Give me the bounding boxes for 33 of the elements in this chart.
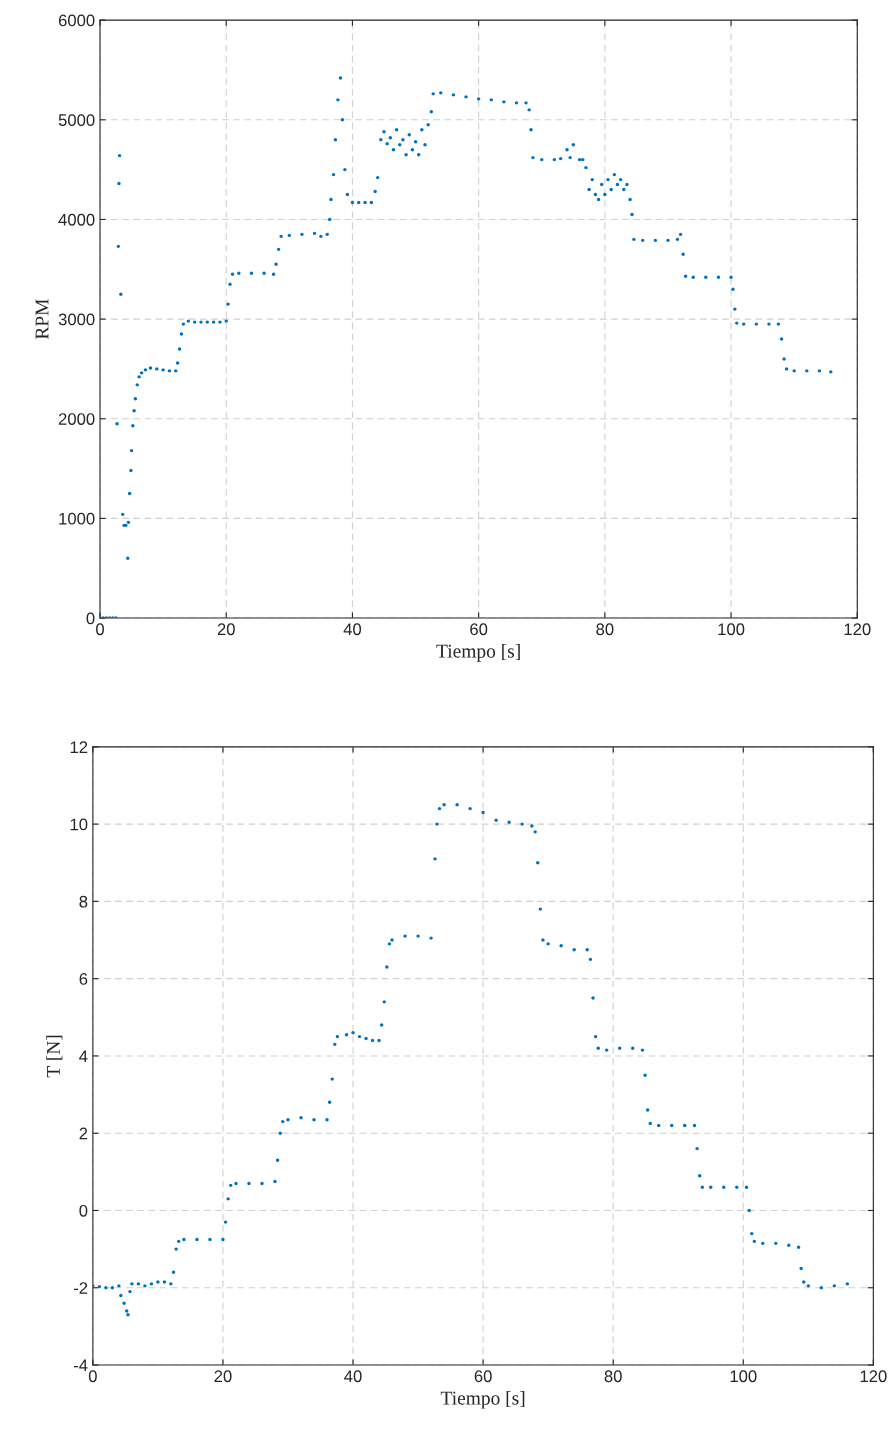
x-tick-label: 80 [604,1370,622,1383]
x-tick-label: 0 [96,623,104,636]
y-tick-label: 10 [70,818,88,831]
y-tick-label: 4000 [58,213,95,226]
y-tick-label: 1000 [59,512,95,525]
y-tick-label: -2 [73,1282,88,1294]
x-tick-label: 20 [217,623,235,636]
y-axis-title: T [N] [46,1035,63,1078]
x-tick-label: 100 [730,1370,757,1383]
x-tick-label: 20 [214,1370,232,1383]
y-tick-label: 2000 [58,413,95,425]
x-tick-label: 80 [596,623,614,636]
y-tick-label: 3000 [58,313,95,326]
y-tick-label: 0 [86,612,95,625]
x-tick-label: 40 [343,623,362,636]
x-axis-title: Tiempo [s] [436,644,520,662]
x-tick-label: 120 [860,1370,887,1383]
y-tick-label: 6000 [58,14,95,27]
y-tick-label: 5000 [58,114,95,126]
x-axis-title: Tiempo [s] [440,1390,525,1409]
y-tick-label: -4 [73,1359,88,1372]
y-tick-label: 8 [79,895,88,908]
x-tick-label: 60 [470,623,488,636]
y-tick-label: 12 [70,741,88,753]
x-tick-label: 100 [718,623,745,636]
y-tick-label: 0 [79,1204,88,1217]
x-tick-label: 120 [844,623,871,636]
y-axis-title: RPM [35,299,49,340]
y-tick-label: 2 [79,1127,88,1140]
x-tick-label: 60 [474,1370,492,1383]
y-tick-label: 4 [79,1050,88,1062]
x-tick-label: 40 [344,1370,362,1383]
y-tick-label: 6 [79,973,88,985]
